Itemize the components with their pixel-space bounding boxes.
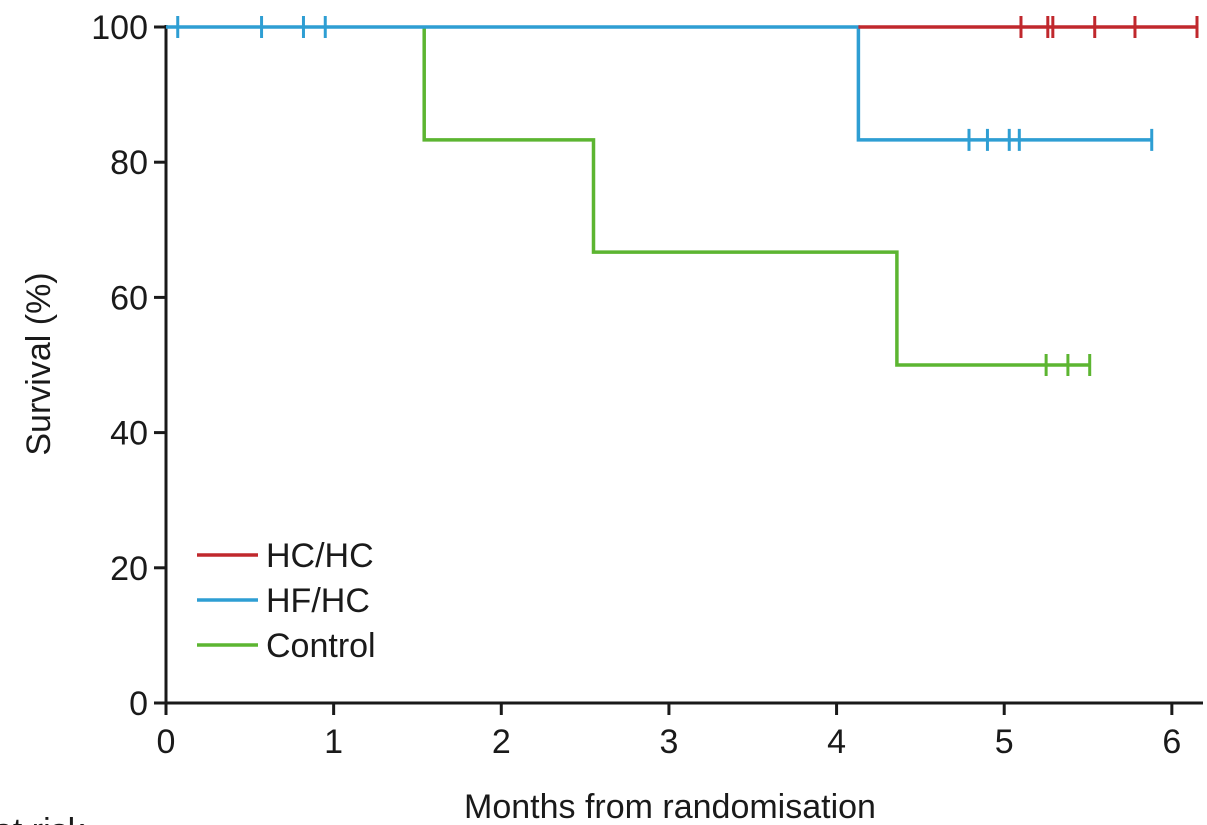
x-tick-label: 5 — [995, 723, 1014, 761]
legend-label-control: Control — [266, 627, 376, 665]
legend-label-hc-hc: HC/HC — [266, 537, 374, 575]
x-axis-title: Months from randomisation — [464, 788, 876, 825]
legend: HC/HC HF/HC Control — [197, 537, 376, 665]
legend-label-hf-hc: HF/HC — [266, 582, 370, 620]
y-tick-label: 0 — [129, 685, 148, 723]
y-tick-label: 100 — [91, 9, 148, 47]
x-tick-label: 3 — [659, 723, 678, 761]
x-tick-label: 2 — [492, 723, 511, 761]
x-tick-label: 1 — [324, 723, 343, 761]
series-layer — [166, 16, 1199, 376]
y-tick-label: 60 — [110, 279, 148, 317]
x-tick-label: 0 — [157, 723, 176, 761]
y-axis-title: Survival (%) — [20, 272, 58, 455]
at-risk-label: at risk — [0, 812, 86, 825]
x-tick-label: 6 — [1162, 723, 1181, 761]
y-tick-label: 80 — [110, 144, 148, 182]
y-tick-label: 20 — [110, 550, 148, 588]
axes: 0 20 40 60 80 100 0 1 2 3 4 5 6 — [91, 9, 1203, 761]
y-tick-label: 40 — [110, 415, 148, 453]
series-line-hf-hc — [166, 25, 1152, 142]
series-line-control — [422, 27, 1090, 367]
x-tick-label: 4 — [827, 723, 846, 761]
